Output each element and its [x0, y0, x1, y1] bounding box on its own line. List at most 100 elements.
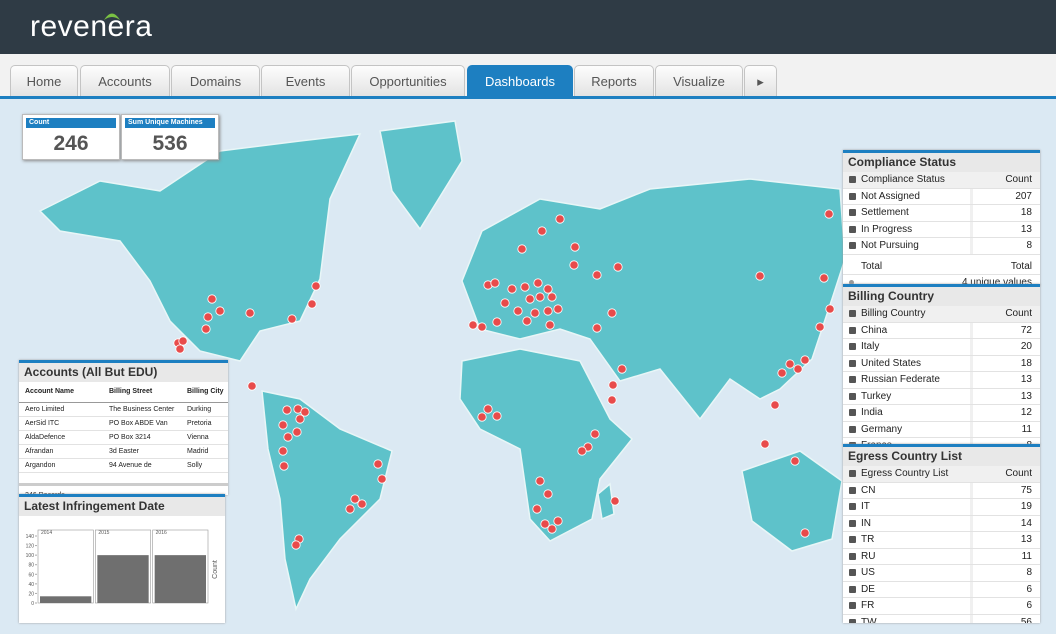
checkbox [849, 442, 856, 445]
location-dot [825, 304, 835, 314]
kpi-value: 246 [53, 132, 89, 155]
checkbox [849, 343, 856, 350]
tab[interactable]: ▸ [744, 65, 777, 96]
y-tick-label: 120 [26, 544, 35, 550]
panel-title: Billing Country [843, 287, 1040, 306]
row-label: Turkey [861, 390, 892, 402]
location-dot [535, 476, 545, 486]
location-dot [547, 292, 557, 302]
sep [970, 405, 973, 421]
row-label: RU [861, 550, 876, 562]
location-dot [553, 304, 563, 314]
tab[interactable]: Reports [574, 65, 654, 96]
location-dot [468, 320, 478, 330]
y-tick-label: 0 [31, 601, 34, 607]
table-row: FR 6 [843, 598, 1040, 615]
sep [970, 388, 973, 404]
panel-title: Egress Country List [843, 447, 1040, 466]
location-dot [513, 306, 523, 316]
row-label: Germany [861, 423, 903, 435]
row-label: TW [861, 616, 877, 624]
y-tick-label: 60 [28, 572, 34, 578]
tab[interactable]: Accounts [80, 65, 170, 96]
location-dot [760, 439, 770, 449]
cell: The Business Center [109, 406, 175, 413]
checkbox [849, 192, 856, 200]
row-value: 207 [1015, 190, 1032, 202]
tab[interactable]: Events [261, 65, 350, 96]
cell: Vienna [187, 434, 209, 441]
location-dot [535, 292, 545, 302]
checkbox [849, 326, 856, 334]
location-dot [607, 395, 617, 405]
location-dot [607, 308, 617, 318]
row-label: Not Assigned [861, 190, 920, 202]
location-dot [282, 405, 292, 415]
cell: AldaDefence [25, 434, 66, 441]
tab[interactable]: Dashboards [467, 65, 573, 96]
checkbox [849, 519, 856, 527]
sep [970, 355, 973, 371]
cell: Pretoria [187, 420, 212, 427]
tab[interactable]: Home [10, 65, 78, 96]
location-dot [517, 244, 527, 254]
row-value: 72 [1020, 324, 1032, 336]
sep [970, 221, 973, 237]
tab[interactable]: Opportunities [351, 65, 465, 96]
location-dot [492, 411, 502, 421]
sep [970, 548, 973, 564]
sep [970, 438, 973, 445]
location-dot [373, 459, 383, 469]
table-row: India 12 [843, 405, 1040, 422]
sep [970, 188, 973, 204]
checkbox [849, 225, 856, 233]
table-row: IT 19 [843, 499, 1040, 516]
compliance-panel: Compliance Status Compliance Status Count N… [843, 150, 1040, 286]
row-value: 19 [1020, 501, 1032, 512]
location-dot [800, 528, 810, 538]
kpi-label: Sum Unique Machines [125, 118, 215, 128]
cell: Durking [187, 406, 212, 413]
checkbox [849, 209, 856, 216]
row-value: 18 [1020, 207, 1032, 218]
location-dot [522, 316, 532, 326]
location-dot [577, 446, 587, 456]
row-value: 14 [1020, 517, 1032, 529]
checkbox [849, 552, 856, 560]
row-value: 8 [1026, 438, 1032, 445]
row-value: 20 [1020, 341, 1032, 352]
row-value: 12 [1020, 407, 1032, 418]
y-tick-label: 20 [28, 591, 34, 597]
column-label: Billing Country [861, 308, 926, 319]
location-dot [295, 414, 305, 424]
egress-panel: Egress Country List Egress Country List Co… [843, 444, 1040, 623]
tab[interactable]: Visualize [655, 65, 743, 96]
location-dot [357, 499, 367, 509]
location-dot [543, 284, 553, 294]
cell: Solly [187, 462, 203, 469]
row-label: CN [861, 484, 876, 496]
column-label: Count [1005, 468, 1032, 479]
location-dot [300, 407, 310, 417]
kpi-value: 536 [152, 132, 188, 155]
column-label: Compliance Status [861, 174, 945, 185]
location-dot [777, 368, 787, 378]
cell: Madrid [187, 448, 209, 455]
location-dot [345, 504, 355, 514]
row-value: 8 [1026, 240, 1032, 251]
cell: 94 Avenue de [109, 462, 152, 469]
checkbox [849, 376, 856, 383]
row-label: US [861, 567, 875, 578]
checkbox [849, 602, 856, 609]
column-label: Count [1005, 308, 1032, 319]
tab[interactable]: Domains [171, 65, 260, 96]
location-dot [525, 294, 535, 304]
column-frame [37, 529, 94, 604]
location-dot [175, 344, 185, 354]
location-dot [483, 404, 493, 414]
column-header: Billing Country Count [843, 306, 1040, 323]
row-label: Not Pursuing [861, 240, 919, 251]
sep [970, 205, 973, 221]
row-label: Russian Federate [861, 374, 940, 385]
location-dot [770, 400, 780, 410]
